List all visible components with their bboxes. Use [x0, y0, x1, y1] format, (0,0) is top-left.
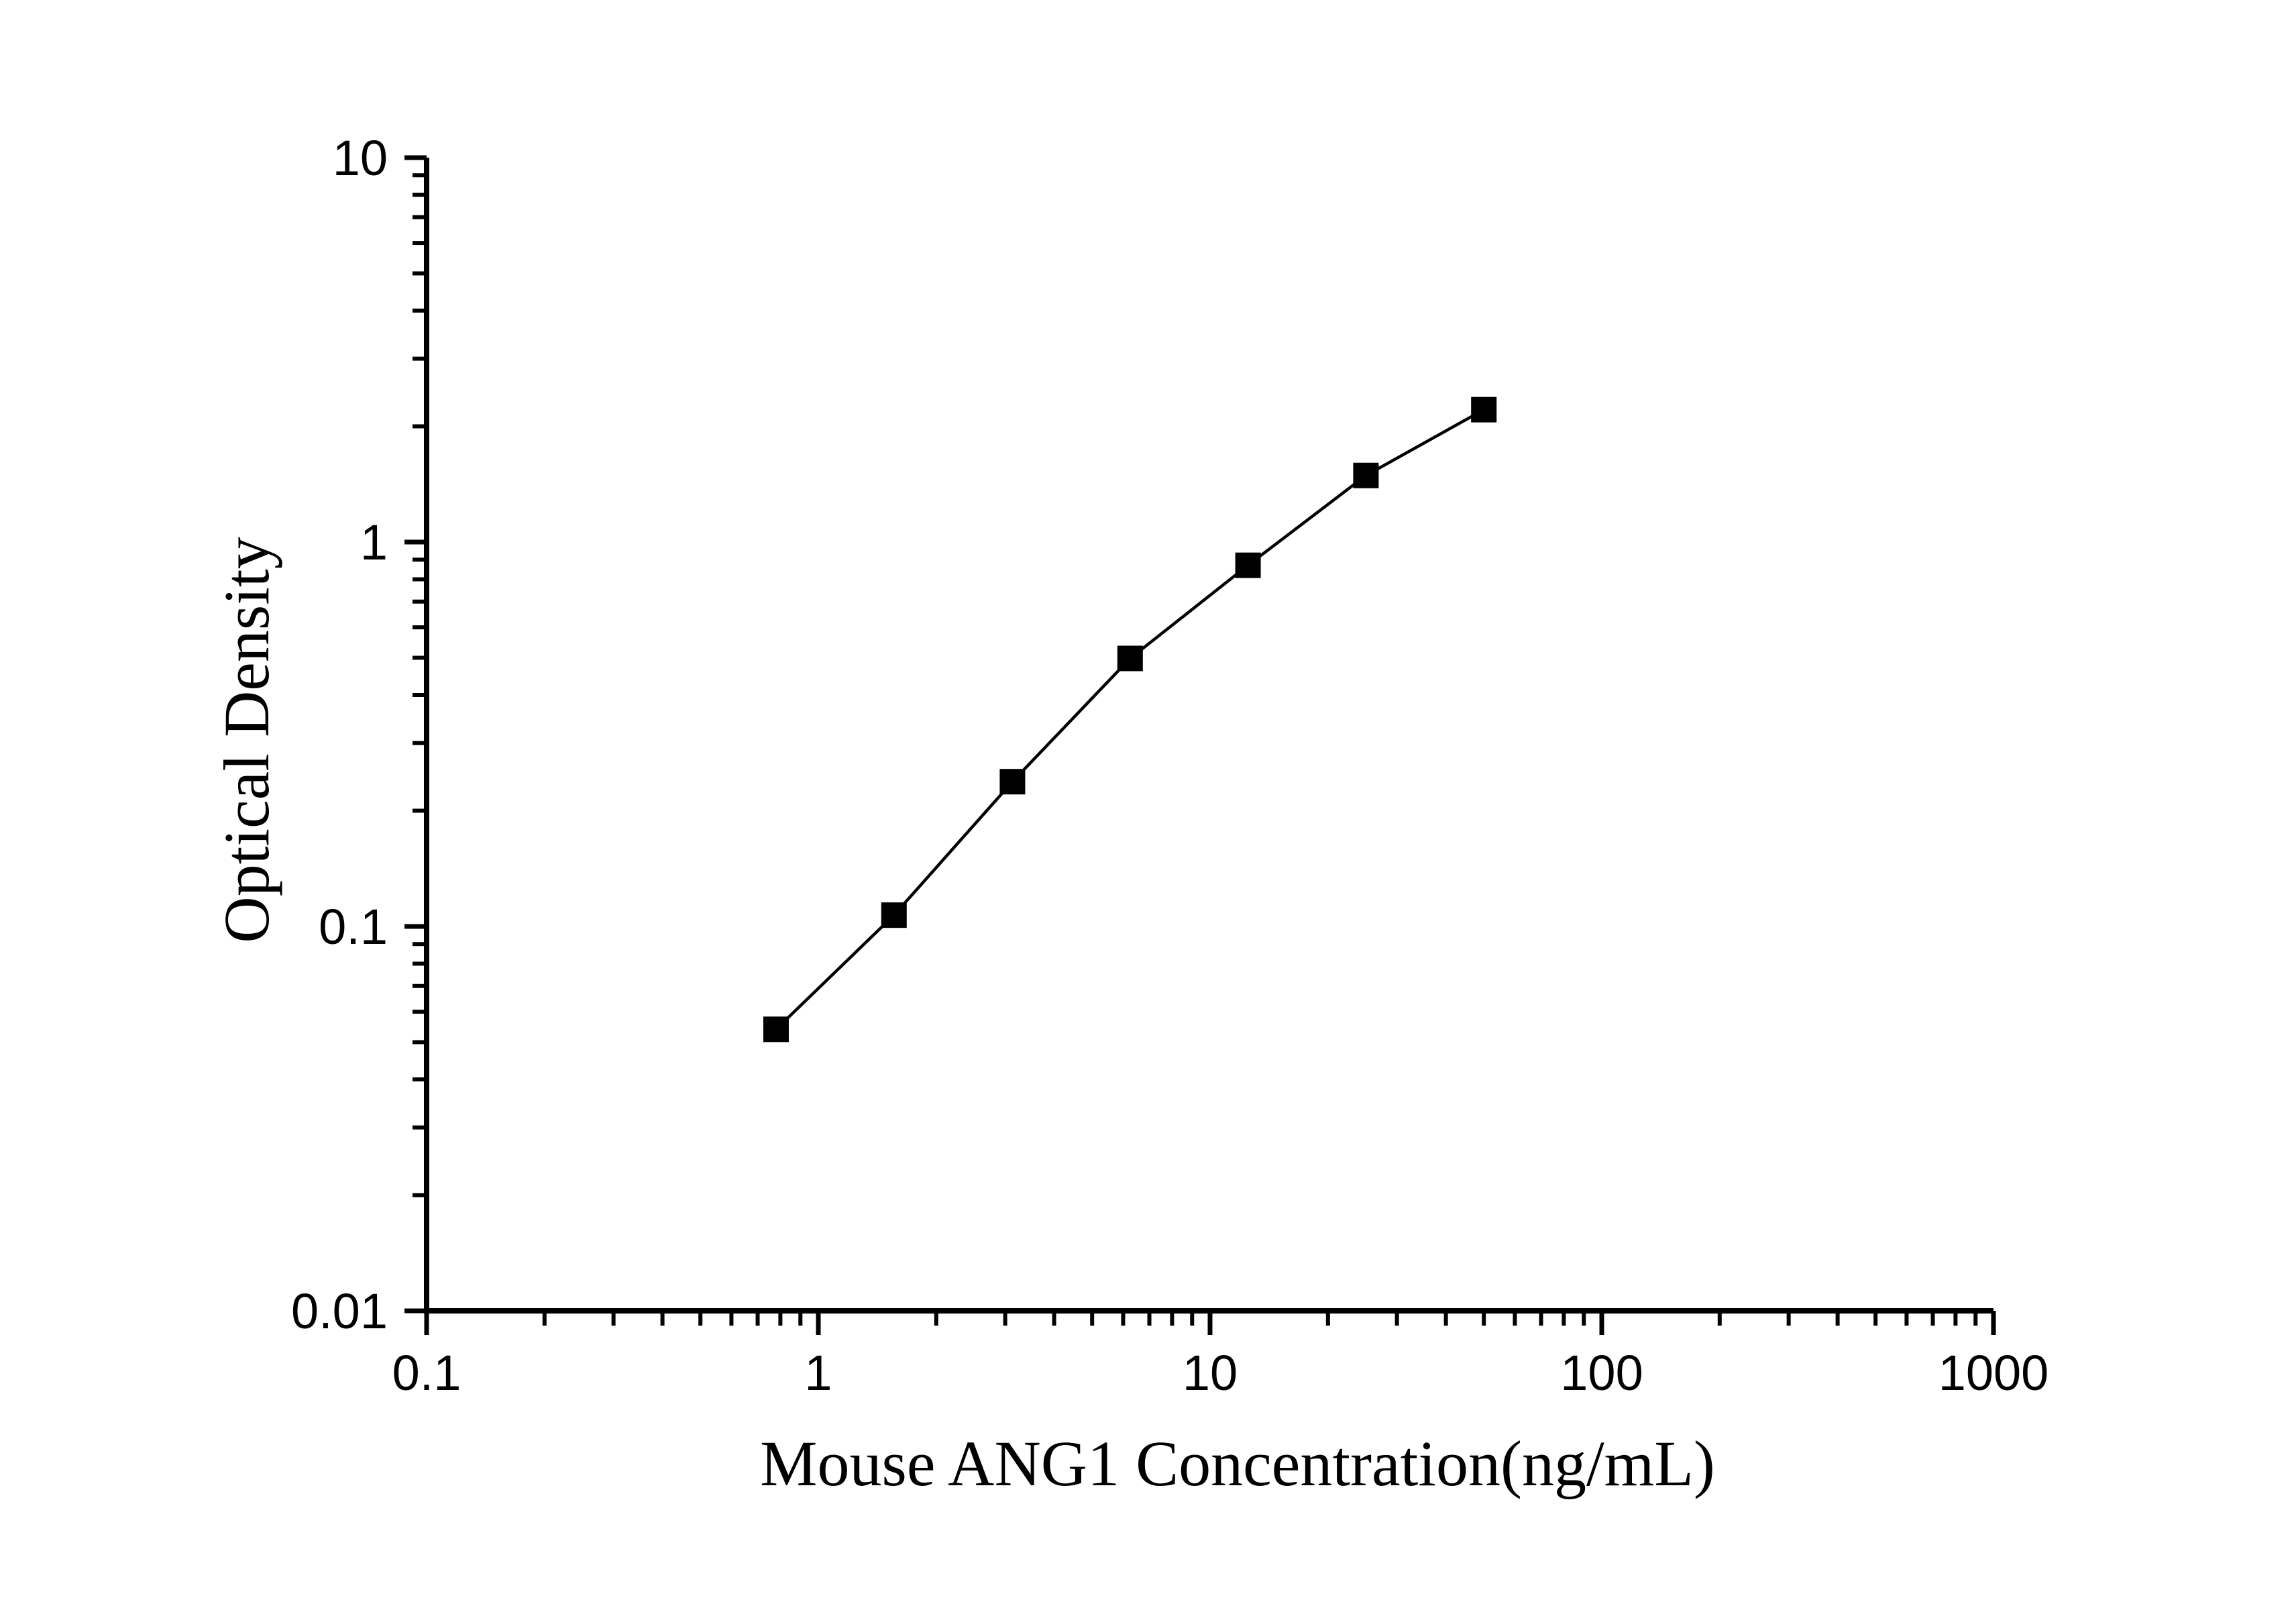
standard-curve-line	[775, 408, 1485, 1030]
x-tick-label: 1	[804, 1345, 832, 1401]
y-tick-label: 0.01	[291, 1283, 388, 1339]
data-point-marker	[763, 1016, 789, 1042]
y-tick-label: 10	[333, 130, 388, 186]
y-tick-label: 1	[360, 515, 388, 570]
data-point-marker	[1471, 396, 1497, 423]
x-axis-title: Mouse ANG1 Concentration(ng/mL)	[760, 1428, 1715, 1499]
x-tick-label: 10	[1183, 1345, 1238, 1401]
data-point-marker	[999, 769, 1026, 795]
x-tick-label: 100	[1560, 1345, 1643, 1401]
x-tick-label: 0.1	[392, 1345, 461, 1401]
data-point-marker	[1117, 645, 1143, 672]
y-tick-label: 0.1	[319, 899, 388, 955]
data-point-marker	[1235, 552, 1261, 578]
x-tick-label: 1000	[1938, 1345, 2049, 1401]
data-point-marker	[881, 902, 907, 928]
data-point-marker	[1353, 462, 1379, 488]
y-axis-title: Optical Density	[211, 537, 282, 943]
